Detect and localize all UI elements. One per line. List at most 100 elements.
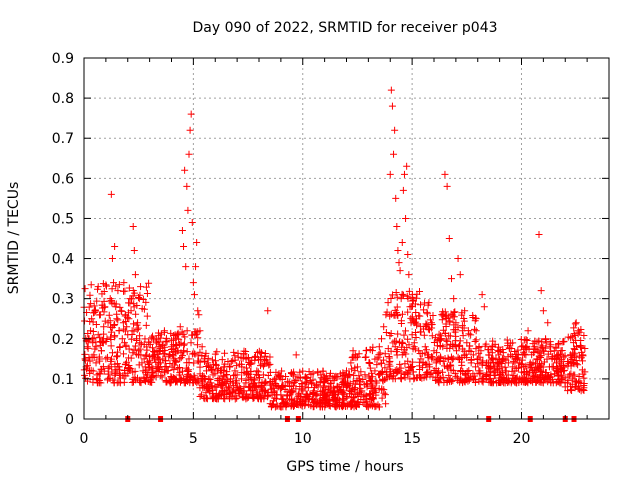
data-point [230,348,238,356]
data-point [178,376,186,384]
data-point [368,347,376,355]
data-point [471,325,479,333]
data-point [115,326,123,334]
data-point [361,354,369,362]
data-point [387,330,395,338]
data-point [575,385,583,393]
data-point [403,292,411,300]
data-point [161,350,169,358]
data-point [512,351,520,359]
data-point [200,374,208,382]
data-point [465,342,473,350]
data-point [574,361,582,369]
data-point [286,389,294,397]
data-point [382,328,390,336]
data-point [83,343,91,351]
data-point [577,343,585,351]
data-point [135,351,143,359]
data-point [429,353,437,361]
data-point [183,359,191,367]
data-point [136,332,144,340]
data-point [406,363,414,371]
data-point [375,353,383,361]
data-point [150,348,158,356]
data-point [513,379,521,387]
data-point [103,353,111,361]
data-point [549,353,557,361]
data-point [447,310,455,318]
data-point [143,290,151,298]
data-point [242,354,250,362]
data-point [560,338,568,346]
data-point [556,359,564,367]
data-point [558,355,566,363]
data-point [131,367,139,375]
data-point [204,354,212,362]
data-point [266,381,274,389]
data-point [257,383,265,391]
data-point [208,356,216,364]
data-point [346,370,354,378]
data-point [569,358,577,366]
data-point [394,330,402,338]
data-point [151,355,159,363]
data-point [373,361,381,369]
data-point [465,330,473,338]
data-point [405,271,413,279]
data-point [326,369,334,377]
data-point [524,378,532,386]
data-point [93,297,101,305]
data-point [229,357,237,365]
data-point [296,368,304,376]
data-point [304,384,312,392]
data-point [209,386,217,394]
data-point [175,335,183,343]
data-point [394,312,402,320]
data-point [446,361,454,369]
data-point [132,342,140,350]
data-point [454,255,462,263]
data-point [231,392,239,400]
data-point [127,354,135,362]
data-point [381,350,389,358]
data-point [152,358,160,366]
data-point [354,353,362,361]
data-point [81,356,89,364]
data-point [564,358,572,366]
data-point [230,386,238,394]
data-point [86,291,94,299]
y-tick-label: 0.9 [52,51,74,67]
data-point [513,364,521,372]
data-point [567,362,575,370]
data-point [333,397,341,405]
data-point [447,366,455,374]
data-point [314,368,322,376]
data-point [119,350,127,358]
data-point [134,324,142,332]
data-point [389,339,397,347]
data-point [162,357,170,365]
data-point [531,368,539,376]
data-point [190,359,198,367]
data-point [226,393,234,401]
data-point [142,283,150,291]
data-point [305,368,313,376]
data-point [478,359,486,367]
data-point [137,283,145,291]
data-point [410,374,418,382]
data-point [486,363,494,371]
data-point [267,385,275,393]
data-point [168,336,176,344]
data-point [194,334,202,342]
data-point [219,382,227,390]
data-point [399,186,407,194]
data-point [198,379,206,387]
data-point [87,300,95,308]
data-point [118,307,126,315]
data-point [203,395,211,403]
data-point [376,349,384,357]
data-point [351,367,359,375]
data-point [535,230,543,238]
data-point [422,360,430,368]
data-point [110,379,118,387]
